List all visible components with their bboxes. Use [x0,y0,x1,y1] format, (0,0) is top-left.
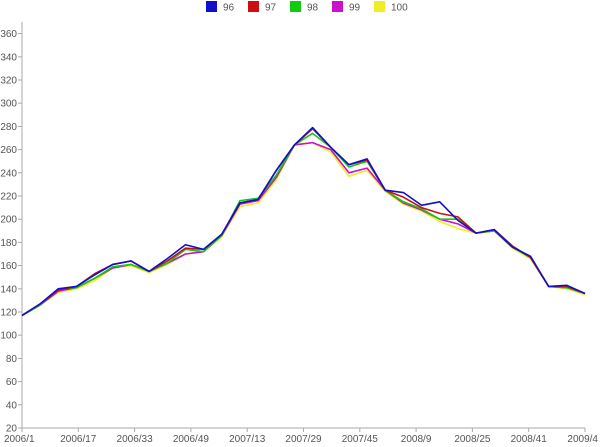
series-line-96 [21,126,586,317]
y-tick-label: 80 [6,354,18,365]
y-tick-label: 240 [0,168,17,179]
y-tick-label: 140 [0,284,17,295]
series-line-99 [21,141,586,317]
legend-label-100: 100 [391,3,408,14]
legend-swatch-97 [248,1,259,12]
x-tick-label: 2006/17 [60,434,97,445]
series-line-100 [21,141,586,317]
y-tick-label: 300 [0,99,17,110]
x-tick-label: 2008/25 [454,434,491,445]
y-tick-label: 60 [6,377,18,388]
y-tick-label: 20 [6,424,18,435]
x-tick-label: 2007/45 [342,434,379,445]
legend-swatch-98 [290,1,301,12]
y-axis: 20 40 60 80 100 120 140 160 180 200 220 240 260 280 30… [0,22,23,435]
y-tick-label: 180 [0,238,17,249]
x-tick-label: 2008/9 [401,434,432,445]
legend-label-99: 99 [349,3,361,14]
x-tick-label: 2007/13 [229,434,266,445]
x-tick-label: 2006/1 [4,434,35,445]
x-tick-label: 2007/29 [285,434,322,445]
y-tick-label: 340 [0,52,17,63]
series-line-97 [21,127,586,317]
legend-swatch-100 [374,1,385,12]
legend-swatch-96 [206,1,217,12]
x-tick-label: 2008/41 [511,434,548,445]
y-tick-label: 320 [0,76,17,87]
x-tick-label: 2009/4 [567,434,598,445]
y-tick-label: 100 [0,331,17,342]
y-tick-label: 280 [0,122,17,133]
x-tick-label: 2006/49 [173,434,210,445]
x-axis: 2006/1 2006/17 2006/33 2006/49 2007/13 2007/2… [4,427,598,445]
y-tick-label: 40 [6,400,18,411]
x-tick-label: 2006/33 [117,434,154,445]
legend-swatch-99 [332,1,343,12]
legend: 96 97 98 99 100 [206,1,408,14]
y-tick-label: 120 [0,308,17,319]
y-tick-label: 160 [0,261,17,272]
series-line-98 [21,132,586,317]
y-tick-label: 360 [0,29,17,40]
legend-label-98: 98 [307,3,319,14]
y-tick-label: 200 [0,215,17,226]
y-tick-label: 220 [0,192,17,203]
legend-label-96: 96 [223,3,235,14]
series-layer [21,126,586,317]
legend-label-97: 97 [265,3,277,14]
y-tick-label: 260 [0,145,17,156]
